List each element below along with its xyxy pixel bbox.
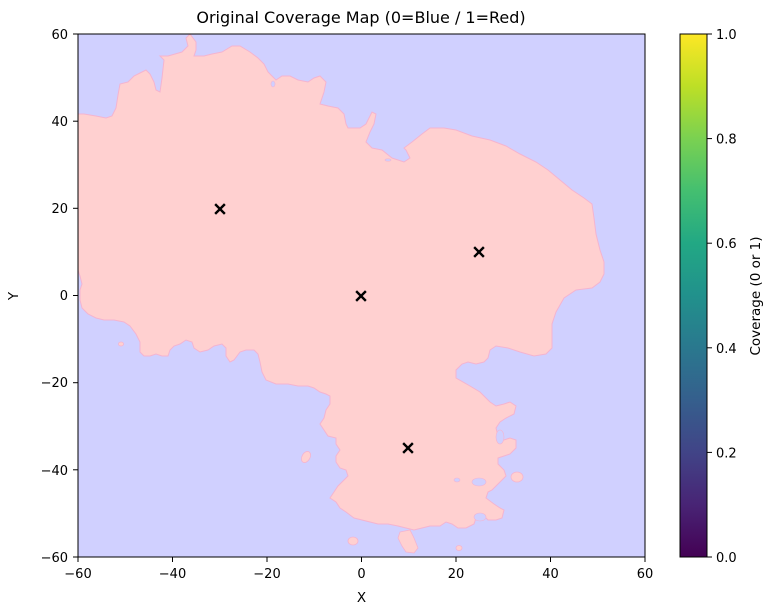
colorbar: 1.0 0.8 0.6 0.4 0.2 0.0 Coverage (0 or 1… — [679, 28, 764, 566]
colorbar-tick-label: 0.0 — [716, 551, 737, 566]
x-tick-label: −60 — [64, 567, 91, 582]
y-tick-label: 20 — [51, 202, 68, 217]
y-tick-label: −60 — [41, 551, 68, 566]
colorbar-tick-label: 0.8 — [716, 133, 737, 148]
x-marker-icon — [402, 442, 414, 454]
y-tick-label: 40 — [51, 115, 68, 130]
x-marker-icon — [214, 203, 226, 215]
colorbar-tick-label: 0.4 — [716, 342, 737, 357]
station-markers — [214, 203, 485, 454]
x-tick-label: −40 — [159, 567, 186, 582]
y-tick-label: 60 — [51, 28, 68, 43]
colorbar-tick-label: 1.0 — [716, 28, 737, 43]
x-tick-label: 40 — [542, 567, 559, 582]
x-tick-label: 20 — [448, 567, 465, 582]
x-marker-icon — [355, 290, 367, 302]
colorbar-label: Coverage (0 or 1) — [748, 236, 764, 355]
coverage-region — [78, 34, 605, 554]
x-tick-label: −20 — [253, 567, 280, 582]
x-axis-label: X — [357, 590, 366, 606]
y-axis-label: Y — [6, 291, 22, 301]
y-tick-label: 0 — [60, 289, 68, 304]
x-tick-label: 60 — [637, 567, 654, 582]
colorbar-tick-label: 0.6 — [716, 237, 737, 252]
x-tick-labels: −60 −40 −20 0 20 40 60 — [64, 567, 653, 582]
x-marker-icon — [473, 246, 485, 258]
x-tick-label: 0 — [357, 567, 365, 582]
colorbar-tick-label: 0.2 — [716, 446, 737, 461]
x-axis — [77, 557, 646, 562]
y-axis — [73, 33, 78, 558]
y-tick-label: −40 — [41, 464, 68, 479]
chart-title: Original Coverage Map (0=Blue / 1=Red) — [196, 8, 525, 27]
colorbar-gradient — [679, 33, 708, 558]
y-tick-labels: 60 40 20 0 −20 −40 −60 — [41, 28, 68, 566]
y-tick-label: −20 — [41, 376, 68, 391]
